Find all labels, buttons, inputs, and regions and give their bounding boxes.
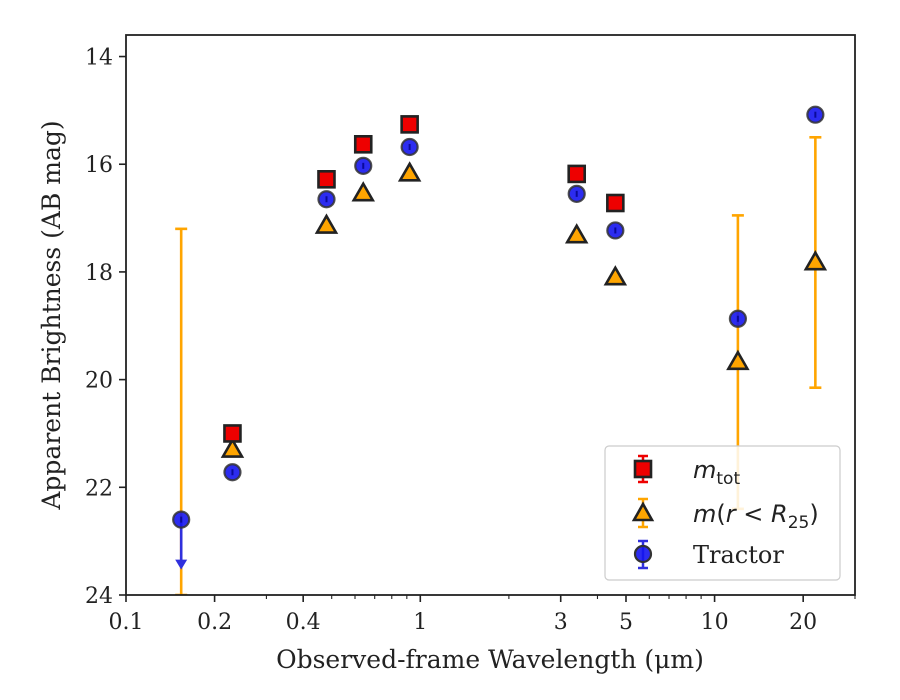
marker-layer xyxy=(172,105,828,529)
x-axis-ticks: 0.1 0.2 0.4 1 3 5 10 20 xyxy=(109,595,856,635)
square-point xyxy=(223,424,242,443)
x-tick-label: 3 xyxy=(554,610,568,635)
triangle-point xyxy=(564,223,589,244)
y-axis-ticks: 14 16 18 20 22 24 xyxy=(85,46,126,609)
x-tick-label: 0.2 xyxy=(197,610,232,635)
x-axis-title: Observed-frame Wavelength (μm) xyxy=(276,645,704,674)
y-tick-label: 20 xyxy=(85,369,113,394)
x-tick-label: 5 xyxy=(619,610,633,635)
triangle-point xyxy=(220,437,245,458)
upper-limit-arrow-head xyxy=(175,559,188,570)
legend-box xyxy=(604,445,841,581)
square-point xyxy=(317,170,336,189)
legend-marker-m-r25 xyxy=(631,497,655,529)
triangle-point xyxy=(314,213,339,234)
x-tick-label: 20 xyxy=(789,610,817,635)
y-tick-label: 24 xyxy=(85,584,113,609)
x-tick-label: 0.4 xyxy=(286,610,321,635)
x-tick-label: 0.1 xyxy=(109,610,144,635)
square-point xyxy=(606,193,625,213)
legend-label-tractor: Tractor xyxy=(693,541,784,569)
legend-marker-m-tot xyxy=(633,454,653,484)
legend-label-m-r25: m(r < R25) xyxy=(693,500,819,533)
square-point xyxy=(567,164,587,184)
y-tick-label: 18 xyxy=(85,261,113,286)
triangle-point xyxy=(726,349,750,371)
square-point xyxy=(353,135,373,154)
plot-frame xyxy=(125,34,856,596)
y-tick-label: 14 xyxy=(85,46,113,71)
triangle-point xyxy=(803,250,828,271)
legend: mtot m(r < R25) Tractor xyxy=(604,445,841,581)
legend-label-m-tot: mtot xyxy=(693,456,740,489)
triangle-point xyxy=(397,161,422,182)
x-tick-label: 1 xyxy=(413,610,427,635)
triangle-point xyxy=(603,265,628,286)
legend-marker-tractor xyxy=(633,539,653,570)
triangle-point xyxy=(351,181,376,202)
square-point xyxy=(400,115,419,134)
y-axis-title: Apparent Brightness (AB mag) xyxy=(37,120,66,510)
y-tick-label: 22 xyxy=(85,476,113,501)
y-tick-label: 16 xyxy=(85,153,113,178)
x-tick-label: 10 xyxy=(701,610,729,635)
